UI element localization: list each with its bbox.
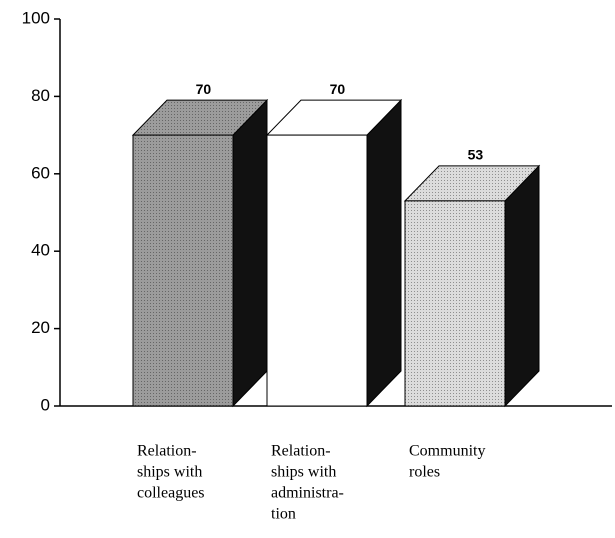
x-tick-label: Relation-: [137, 443, 197, 460]
x-tick-label: tion: [271, 506, 296, 523]
value-label: 70: [330, 81, 346, 97]
y-tick-label: 40: [31, 241, 50, 260]
value-label: 70: [196, 81, 212, 97]
y-tick-label: 60: [31, 163, 50, 182]
x-tick-label: colleagues: [137, 485, 205, 502]
bar-top-texture: [133, 100, 267, 136]
y-tick-label: 0: [41, 395, 50, 414]
y-tick-label: 100: [22, 8, 50, 27]
bar-side: [504, 164, 540, 408]
value-label: 53: [468, 147, 484, 163]
bar-texture: [133, 135, 233, 406]
x-tick-label: Relation-: [271, 443, 331, 460]
x-tick-label: administra-: [271, 485, 344, 502]
y-tick-label: 20: [31, 318, 50, 337]
x-tick-label: ships with: [271, 464, 336, 481]
bar-side: [232, 98, 268, 408]
x-tick-label: Community: [409, 443, 485, 460]
bar-top-texture: [405, 165, 539, 201]
bar-texture: [405, 200, 505, 406]
bar-side: [366, 98, 402, 408]
bar: [266, 134, 368, 407]
x-tick-label: ships with: [137, 464, 202, 481]
y-tick-label: 80: [31, 86, 50, 105]
x-tick-label: roles: [409, 464, 440, 481]
